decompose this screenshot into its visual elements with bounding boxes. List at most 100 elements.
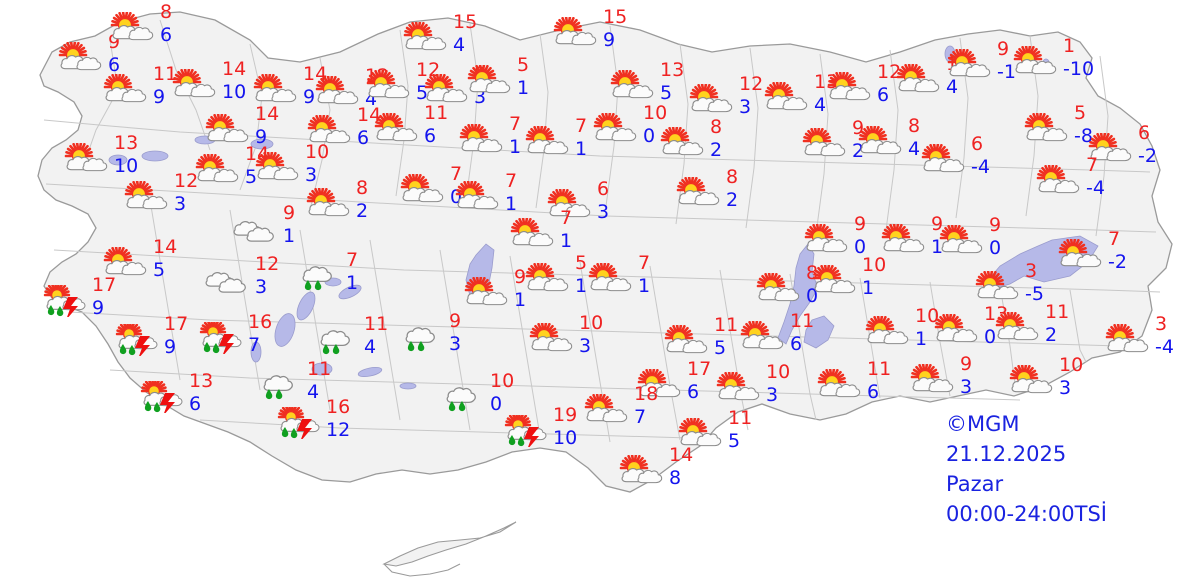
min-temperature: 9 <box>92 297 105 319</box>
min-temperature: 5 <box>660 82 673 104</box>
sun-behind-cloud-icon <box>945 47 997 81</box>
min-temperature: 2 <box>726 189 739 211</box>
sun-behind-cloud-icon <box>802 222 854 256</box>
min-temperature: 1 <box>862 277 875 299</box>
min-temperature: 10 <box>114 155 139 177</box>
sun-behind-cloud-icon <box>465 63 517 97</box>
min-temperature: 4 <box>908 138 921 160</box>
legend-day: Pazar <box>946 472 1004 496</box>
max-temperature: 7 <box>509 113 522 135</box>
min-temperature: 5 <box>245 166 258 188</box>
legend-copyright: ©MGM <box>946 412 1020 436</box>
min-temperature: 1 <box>517 77 530 99</box>
max-temperature: 10 <box>579 312 604 334</box>
min-temperature: 6 <box>877 84 890 106</box>
min-temperature: 1 <box>283 225 296 247</box>
sun-behind-cloud-icon <box>523 124 575 158</box>
sun-behind-cloud-icon <box>908 362 960 396</box>
sun-behind-cloud-icon <box>1056 237 1108 271</box>
min-temperature: 1 <box>346 272 359 294</box>
max-temperature: 16 <box>326 396 351 418</box>
min-temperature: 1 <box>509 136 522 158</box>
thunderstorm-icon <box>501 411 553 450</box>
min-temperature: -1 <box>997 61 1016 83</box>
min-temperature: 5 <box>416 82 429 104</box>
lake-aksehir <box>338 284 362 300</box>
min-temperature: 2 <box>852 140 865 162</box>
min-temperature: 2 <box>356 200 369 222</box>
sun-behind-cloud-icon <box>1103 322 1155 356</box>
sun-behind-cloud-icon <box>754 271 806 305</box>
sun-behind-cloud-icon <box>714 370 766 404</box>
max-temperature: 13 <box>114 132 139 154</box>
thunderstorm-icon <box>40 281 92 320</box>
max-temperature: 9 <box>449 310 462 332</box>
max-temperature: 11 <box>364 313 389 335</box>
sun-behind-cloud-icon <box>398 172 450 206</box>
cyprus-landmass <box>382 521 517 567</box>
max-temperature: 8 <box>356 177 369 199</box>
min-temperature: 6 <box>189 393 202 415</box>
min-temperature: 5 <box>714 337 727 359</box>
rain-cloud-icon <box>312 324 364 356</box>
sun-behind-cloud-icon <box>810 263 862 297</box>
max-temperature: 11 <box>153 63 178 85</box>
max-temperature: 7 <box>346 249 359 271</box>
max-temperature: 7 <box>505 170 518 192</box>
min-temperature: 1 <box>575 275 588 297</box>
max-temperature: 7 <box>450 163 463 185</box>
max-temperature: 13 <box>660 59 685 81</box>
max-temperature: 8 <box>908 115 921 137</box>
rain-cloud-icon <box>397 321 449 353</box>
sun-behind-cloud-icon <box>527 321 579 355</box>
thunderstorm-icon <box>137 377 189 416</box>
min-temperature: 6 <box>108 54 121 76</box>
sun-behind-cloud-icon <box>422 72 474 106</box>
min-temperature: 3 <box>960 376 973 398</box>
min-temperature: -2 <box>1108 251 1127 273</box>
max-temperature: 5 <box>517 54 530 76</box>
max-temperature: 10 <box>862 254 887 276</box>
max-temperature: 11 <box>424 102 449 124</box>
max-temperature: 8 <box>726 166 739 188</box>
legend-period: 00:00-24:00TSİ <box>946 502 1107 526</box>
max-temperature: 14 <box>153 236 178 258</box>
thunderstorm-icon <box>112 320 164 359</box>
min-temperature: 7 <box>248 334 261 356</box>
min-temperature: 6 <box>867 381 880 403</box>
sun-behind-cloud-icon <box>608 68 660 102</box>
sun-behind-cloud-icon <box>993 310 1045 344</box>
max-temperature: 18 <box>634 383 659 405</box>
min-temperature: -8 <box>1074 125 1093 147</box>
min-temperature: 1 <box>575 138 588 160</box>
sun-behind-cloud-icon <box>674 175 726 209</box>
sun-behind-cloud-icon <box>462 275 514 309</box>
min-temperature: 3 <box>255 276 268 298</box>
max-temperature: 14 <box>222 58 247 80</box>
min-temperature: 0 <box>806 285 819 307</box>
sun-behind-cloud-icon <box>453 179 505 213</box>
max-temperature: 17 <box>92 274 117 296</box>
thunderstorm-icon <box>274 403 326 442</box>
max-temperature: 9 <box>960 353 973 375</box>
min-temperature: -4 <box>971 156 990 178</box>
sun-behind-cloud-icon <box>62 141 114 175</box>
max-temperature: 15 <box>453 11 478 33</box>
lake-egirdir <box>296 291 316 321</box>
sun-behind-cloud-icon <box>932 312 984 346</box>
min-temperature: -2 <box>1138 145 1157 167</box>
sun-behind-cloud-icon <box>973 269 1025 303</box>
lake-burdur <box>250 341 262 363</box>
sun-behind-cloud-icon <box>658 125 710 159</box>
max-temperature: 10 <box>490 370 515 392</box>
max-temperature: 7 <box>575 115 588 137</box>
max-temperature: 10 <box>915 305 940 327</box>
max-temperature: 13 <box>189 370 214 392</box>
min-temperature: 9 <box>603 29 616 51</box>
sun-behind-cloud-icon <box>617 453 669 487</box>
sun-behind-cloud-icon <box>523 261 575 295</box>
min-temperature: 3 <box>579 335 592 357</box>
sun-behind-cloud-icon <box>1034 163 1086 197</box>
sun-behind-cloud-icon <box>401 20 453 54</box>
max-temperature: 9 <box>997 38 1010 60</box>
